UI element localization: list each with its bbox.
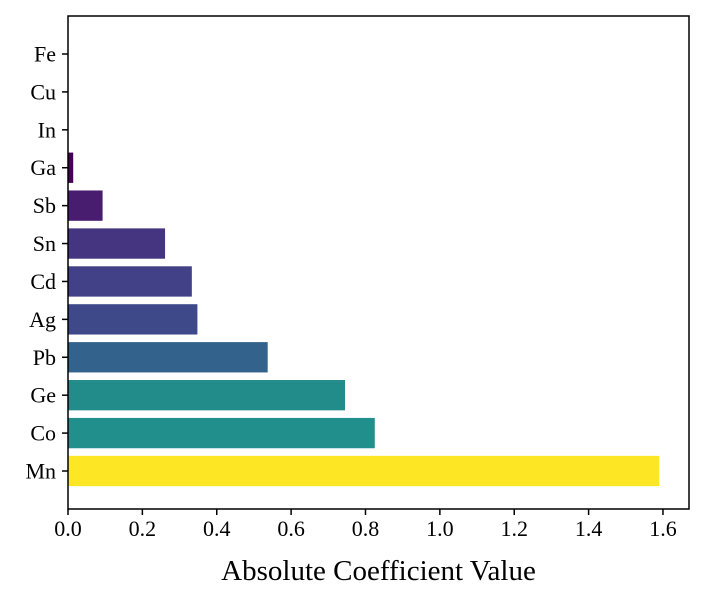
y-axis-ticks: Mn Co Ge Pb Ag Cd Sn Sb Ga In Cu Fe — [25, 42, 68, 484]
y-tick-label-ge: Ge — [30, 383, 56, 408]
bar-pb — [68, 342, 268, 373]
y-tick-label-fe: Fe — [34, 42, 56, 67]
x-tick-label-0: 0.0 — [54, 516, 82, 541]
bar-co — [68, 417, 375, 449]
x-tick-label-1: 0.2 — [129, 516, 157, 541]
y-tick-label-co: Co — [30, 421, 56, 446]
y-tick-label-mn: Mn — [25, 459, 56, 484]
bar-sn — [68, 228, 166, 259]
bars-group — [68, 152, 660, 487]
y-tick-label-in: In — [38, 117, 56, 142]
bar-ge — [68, 380, 346, 411]
plot-frame — [67, 15, 690, 510]
bar-cd — [68, 266, 192, 297]
x-tick-label-8: 1.6 — [649, 516, 677, 541]
x-axis-ticks: 0.0 0.2 0.4 0.6 0.8 1.0 1.2 1.4 1.6 — [54, 509, 677, 541]
x-tick-label-4: 0.8 — [352, 516, 380, 541]
bar-sb — [68, 190, 103, 221]
y-tick-label-ag: Ag — [29, 307, 56, 332]
y-tick-label-ga: Ga — [30, 155, 56, 180]
y-tick-label-cu: Cu — [30, 79, 56, 104]
bar-mn — [68, 455, 660, 487]
y-tick-label-sn: Sn — [33, 231, 56, 256]
bar-ag — [68, 304, 198, 335]
y-tick-label-pb: Pb — [33, 345, 56, 370]
x-tick-label-5: 1.0 — [426, 516, 454, 541]
x-axis-title: Absolute Coefficient Value — [221, 555, 536, 587]
y-tick-label-sb: Sb — [33, 193, 56, 218]
x-tick-label-2: 0.4 — [203, 516, 231, 541]
y-tick-label-cd: Cd — [30, 269, 56, 294]
x-tick-label-7: 1.4 — [575, 516, 603, 541]
x-tick-label-6: 1.2 — [500, 516, 528, 541]
x-tick-label-3: 0.6 — [277, 516, 305, 541]
bar-ga — [68, 152, 74, 183]
